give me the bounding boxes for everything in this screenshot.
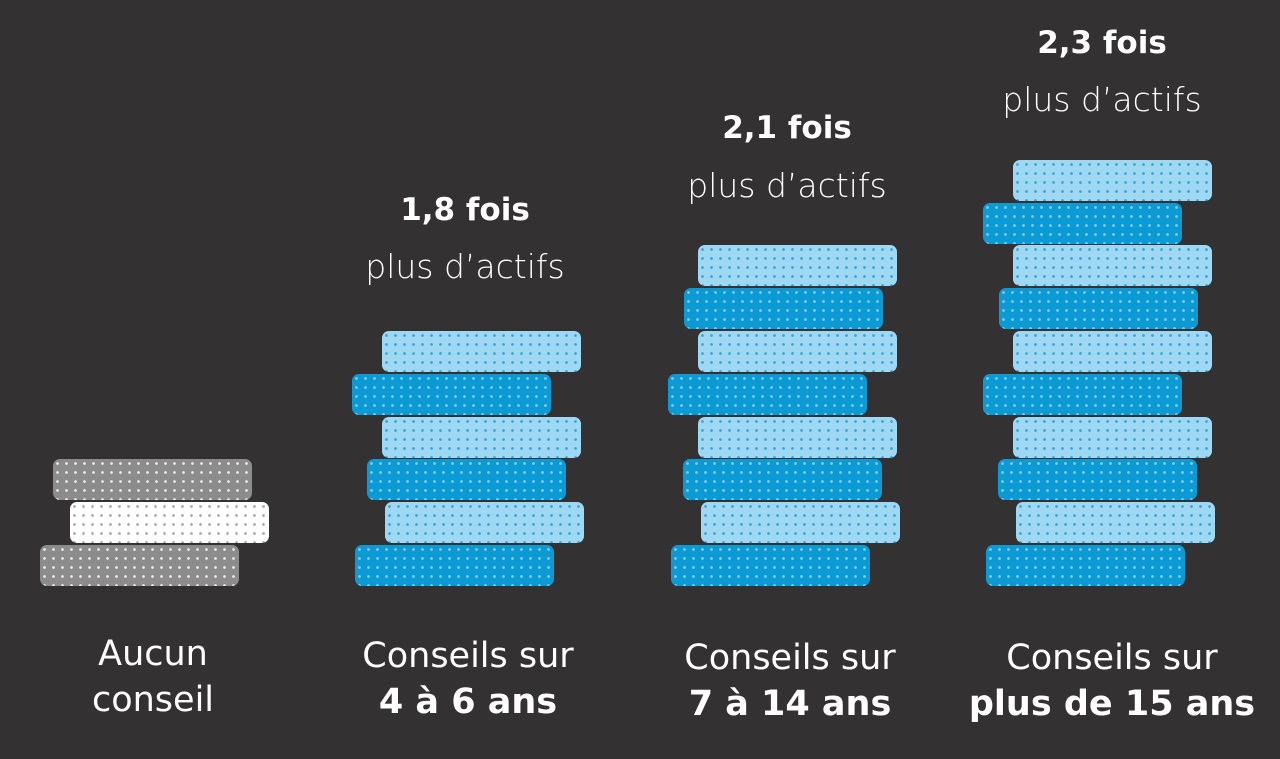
ratio-label-2: 1,8 fois: [400, 192, 530, 228]
stack-bar: [983, 202, 1182, 244]
stack-bar: [1013, 159, 1212, 201]
ratio-label-3: 2,1 fois: [722, 110, 852, 146]
stack-bar: [698, 331, 897, 372]
stack-bar: [671, 545, 870, 586]
stack-bar: [382, 331, 581, 372]
stack-bar: [701, 502, 900, 544]
column-label-3: Conseils sur 7 à 14 ans: [684, 638, 896, 724]
stack-bar: [382, 416, 581, 458]
stack-bar: [1013, 331, 1212, 372]
column-label-1: Aucun conseil: [91, 634, 215, 720]
stack-bar: [698, 416, 897, 458]
ratio-sub-2: plus d’actifs: [365, 247, 565, 286]
stack-bar: [70, 502, 269, 544]
stack-bar: [983, 373, 1182, 415]
stack-bar: [40, 545, 239, 586]
stack-bar: [698, 245, 897, 287]
stack-bar: [53, 459, 252, 501]
stack-bar: [668, 373, 867, 415]
stack-bar: [986, 545, 1185, 586]
ratio-sub-4: plus d’actifs: [1002, 80, 1202, 119]
column-label-2: Conseils sur 4 à 6 ans: [362, 636, 574, 722]
column-label-4: Conseils sur plus de 15 ans: [968, 638, 1256, 724]
stack-bar: [999, 288, 1198, 330]
stack-bar: [352, 373, 551, 415]
stack-bar: [355, 545, 554, 586]
stack-bar: [684, 288, 883, 330]
ratio-sub-3: plus d’actifs: [687, 166, 887, 205]
stack-bar: [367, 459, 566, 501]
stack-bar: [998, 459, 1197, 501]
stack-bar: [683, 459, 882, 501]
stack-bar: [1016, 502, 1215, 544]
ratio-label-4: 2,3 fois: [1037, 25, 1167, 61]
stack-bar: [1013, 416, 1212, 458]
stack-bar: [385, 502, 584, 544]
stack-bar: [1013, 245, 1212, 287]
